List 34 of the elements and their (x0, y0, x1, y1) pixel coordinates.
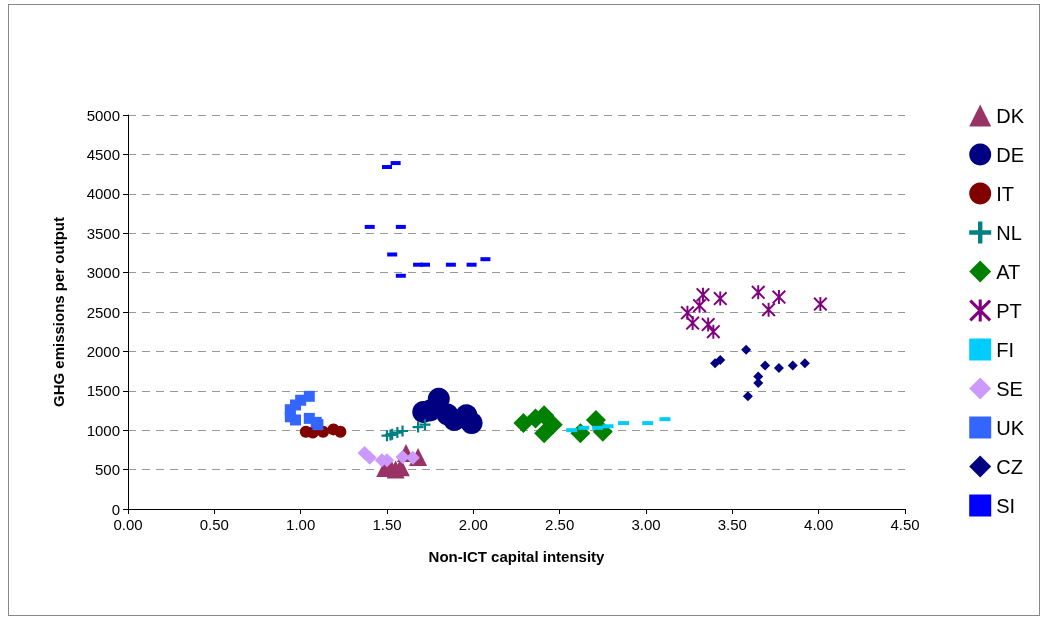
y-tick-label: 4500 (86, 145, 120, 163)
legend-label: DE (996, 143, 1025, 166)
legend-label: UK (996, 416, 1025, 439)
y-tick-label: 1000 (86, 421, 120, 439)
legend-label: SE (996, 377, 1023, 400)
y-tick-label: 2500 (86, 303, 120, 321)
x-tick-label: 0.00 (113, 516, 143, 533)
legend-label: NL (996, 221, 1022, 244)
y-tick-label: 2000 (86, 342, 120, 360)
y-axis-title: GHG emissions per output (50, 216, 67, 408)
y-tick-label: 5000 (86, 106, 120, 124)
legend-label: FI (996, 338, 1014, 361)
y-tick-label: 3500 (86, 224, 120, 242)
x-tick-label: 2.00 (458, 516, 488, 533)
x-tick-label: 3.50 (717, 516, 747, 533)
legend-label: SI (996, 494, 1016, 517)
legend-label: CZ (996, 455, 1023, 478)
x-tick-label: 1.00 (286, 516, 316, 533)
x-tick-label: 0.50 (199, 516, 229, 533)
x-tick-label: 4.00 (804, 516, 834, 533)
x-tick-label: 2.50 (545, 516, 575, 533)
y-tick-label: 3000 (86, 264, 120, 282)
legend-label: IT (996, 182, 1014, 205)
y-tick-label: 4000 (86, 185, 120, 203)
legend-label: PT (996, 299, 1022, 322)
y-tick-label: 1500 (86, 382, 120, 400)
y-tick-label: 500 (94, 461, 120, 479)
x-axis-title: Non-ICT capital intensity (428, 548, 606, 565)
y-tick-label: 0 (111, 500, 120, 518)
legend-label: AT (996, 260, 1021, 283)
x-tick-label: 3.00 (631, 516, 661, 533)
x-tick-label: 4.50 (890, 516, 920, 533)
legend-label: DK (996, 104, 1025, 127)
x-tick-label: 1.50 (372, 516, 402, 533)
